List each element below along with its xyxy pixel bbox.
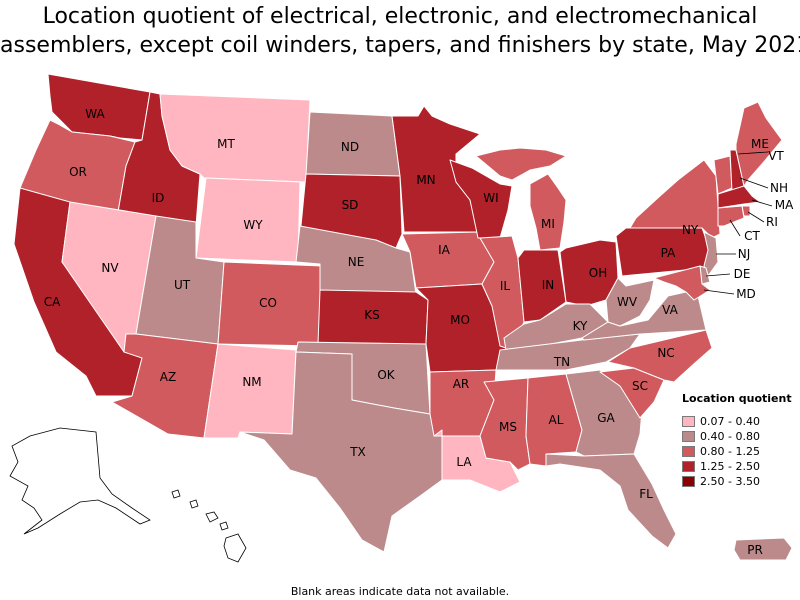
label-CA: CA [44, 295, 61, 309]
state-PR[interactable] [733, 537, 793, 561]
legend-swatch [682, 461, 695, 472]
legend-swatch [682, 476, 695, 487]
legend-label: 0.07 - 0.40 [700, 415, 760, 428]
title-line-2: assemblers, except coil winders, tapers,… [0, 33, 800, 58]
label-SC: SC [632, 379, 648, 393]
label-ND: ND [341, 140, 359, 154]
label-NV: NV [101, 261, 119, 275]
label-KS: KS [364, 308, 380, 322]
label-RI: RI [766, 215, 778, 229]
state-WI[interactable] [449, 159, 513, 239]
state-CT[interactable] [717, 205, 745, 227]
label-GA: GA [597, 411, 615, 425]
legend-swatch [682, 446, 695, 457]
state-VA[interactable] [581, 291, 707, 341]
label-CO: CO [259, 296, 277, 310]
label-NJ: NJ [738, 247, 751, 261]
state-MD[interactable] [653, 265, 711, 301]
legend-label: 0.40 - 0.80 [700, 430, 760, 443]
label-TX: TX [349, 445, 366, 459]
state-MI[interactable] [529, 173, 567, 251]
label-KY: KY [573, 319, 588, 333]
label-WY: WY [243, 218, 263, 232]
label-CT: CT [744, 229, 760, 243]
data-note: Blank areas indicate data not available. [290, 585, 510, 598]
state-IA[interactable] [401, 231, 495, 289]
state-MI-upper[interactable] [475, 147, 567, 181]
label-OK: OK [377, 368, 395, 382]
label-AL: AL [549, 413, 564, 427]
label-FL: FL [639, 487, 653, 501]
state-NY[interactable] [629, 159, 721, 239]
label-DE: DE [734, 267, 751, 281]
state-MN[interactable] [391, 105, 481, 233]
state-TN[interactable] [495, 333, 641, 371]
legend-item: 0.40 - 0.80 [682, 429, 798, 444]
legend-item: 0.80 - 1.25 [682, 444, 798, 459]
label-OH: OH [589, 266, 607, 280]
state-WV[interactable] [605, 277, 655, 327]
label-IA: IA [438, 243, 451, 257]
label-PR: PR [747, 543, 763, 557]
label-UT: UT [174, 278, 191, 292]
state-NM[interactable] [203, 343, 297, 439]
title-line-1: Location quotient of electrical, electro… [42, 4, 758, 29]
legend-label: 2.50 - 3.50 [700, 475, 760, 488]
label-MA: MA [775, 198, 794, 212]
label-AR: AR [453, 377, 470, 391]
label-MI: MI [541, 217, 555, 231]
legend: Location quotient 0.07 - 0.40 0.40 - 0.8… [682, 392, 798, 489]
label-VA: VA [662, 303, 678, 317]
label-NM: NM [242, 375, 261, 389]
label-OR: OR [69, 165, 87, 179]
label-NY: NY [682, 223, 699, 237]
legend-label: 0.80 - 1.25 [700, 445, 760, 458]
label-NC: NC [657, 346, 674, 360]
legend-swatch [682, 431, 695, 442]
state-HI[interactable] [171, 489, 247, 563]
state-FL[interactable] [545, 453, 677, 549]
label-MT: MT [217, 137, 235, 151]
legend-title: Location quotient [682, 392, 792, 405]
legend-item: 1.25 - 2.50 [682, 459, 798, 474]
label-LA: LA [456, 455, 472, 469]
legend-item: 2.50 - 3.50 [682, 474, 798, 489]
map-title: Location quotient of electrical, electro… [0, 2, 800, 60]
label-ME: ME [751, 137, 769, 151]
label-MS: MS [499, 420, 517, 434]
label-TN: TN [553, 355, 570, 369]
state-TX[interactable] [239, 351, 443, 553]
legend-item: 0.07 - 0.40 [682, 414, 798, 429]
label-MD: MD [736, 287, 756, 301]
label-IL: IL [500, 279, 511, 293]
label-NH: NH [770, 181, 788, 195]
legend-swatch [682, 416, 695, 427]
legend-label: 1.25 - 2.50 [700, 460, 760, 473]
state-NC[interactable] [607, 329, 713, 383]
label-WA: WA [85, 107, 105, 121]
label-WV: WV [617, 295, 638, 309]
label-PA: PA [661, 246, 676, 260]
label-MN: MN [416, 173, 435, 187]
label-AZ: AZ [160, 370, 176, 384]
label-ID: ID [152, 191, 165, 205]
state-AK[interactable] [9, 427, 151, 535]
label-WI: WI [483, 191, 498, 205]
state-ME[interactable] [735, 101, 783, 187]
label-IN: IN [542, 278, 555, 292]
label-SD: SD [342, 198, 359, 212]
label-VT: VT [768, 149, 784, 163]
label-MO: MO [450, 313, 470, 327]
label-NE: NE [348, 255, 365, 269]
